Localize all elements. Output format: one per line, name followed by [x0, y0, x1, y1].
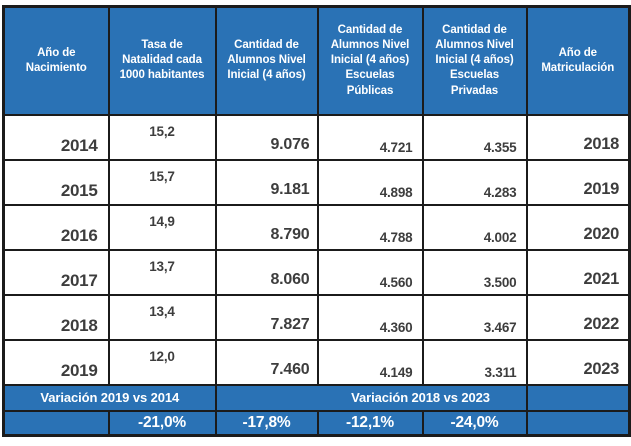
cell-students-total: 7.827 [214, 293, 319, 341]
table-header: Año de Nacimiento Tasa de Natalidad cada… [2, 5, 631, 116]
cell-students-total: 7.460 [214, 338, 319, 386]
variation-values-row: -21,0% -17,8% -12,1% -24,0% [2, 409, 631, 437]
cell-students-public: 4.788 [316, 203, 424, 251]
cell-enrollment-year: 2021 [525, 248, 631, 296]
variation-value-students-public: -12,1% [316, 409, 424, 437]
cell-birth-rate: 15,2 [107, 113, 217, 161]
table-row-2014: 2014 15,2 9.076 4.721 4.355 2018 [2, 113, 631, 161]
table-row-2019: 2019 12,0 7.460 4.149 3.311 2023 [2, 338, 631, 386]
col-header-students-public: Cantidad de Alumnos Nivel Inicial (4 año… [316, 5, 424, 116]
table-row-2016: 2016 14,9 8.790 4.788 4.002 2020 [2, 203, 631, 251]
cell-birth-year: 2018 [2, 293, 110, 341]
cell-birth-rate: 15,7 [107, 158, 217, 206]
cell-birth-year: 2016 [2, 203, 110, 251]
cell-students-total: 9.181 [214, 158, 319, 206]
variation-label-row: Variación 2019 vs 2014 Variación 2018 vs… [2, 383, 631, 412]
cell-students-total: 9.076 [214, 113, 319, 161]
variation-left-label: Variación 2019 vs 2014 [2, 383, 217, 412]
col-header-birth-rate: Tasa de Natalidad cada 1000 habitantes [107, 5, 217, 116]
cell-students-private: 3.467 [421, 293, 528, 341]
col-header-students-total: Cantidad de Alumnos Nivel Inicial (4 año… [214, 5, 319, 116]
cell-students-public: 4.898 [316, 158, 424, 206]
cell-birth-year: 2015 [2, 158, 110, 206]
variation-value-empty-left [2, 409, 110, 437]
cell-students-public: 4.721 [316, 113, 424, 161]
cell-students-private: 3.500 [421, 248, 528, 296]
col-header-birth-year: Año de Nacimiento [2, 5, 110, 116]
col-header-enrollment-year: Año de Matriculación [525, 5, 631, 116]
variation-value-empty-right [525, 409, 631, 437]
cell-birth-rate: 13,7 [107, 248, 217, 296]
cell-enrollment-year: 2018 [525, 113, 631, 161]
cell-birth-year: 2017 [2, 248, 110, 296]
cell-students-private: 4.283 [421, 158, 528, 206]
variation-label-empty [525, 383, 631, 412]
cell-enrollment-year: 2022 [525, 293, 631, 341]
cell-enrollment-year: 2020 [525, 203, 631, 251]
birth-rate-enrollment-table: Año de Nacimiento Tasa de Natalidad cada… [2, 5, 631, 437]
table-row-2015: 2015 15,7 9.181 4.898 4.283 2019 [2, 158, 631, 206]
variation-value-students-private: -24,0% [421, 409, 528, 437]
cell-students-total: 8.790 [214, 203, 319, 251]
table-row-2017: 2017 13,7 8.060 4.560 3.500 2021 [2, 248, 631, 296]
cell-students-public: 4.149 [316, 338, 424, 386]
cell-students-public: 4.360 [316, 293, 424, 341]
variation-value-birth-rate: -21,0% [107, 409, 217, 437]
table-row-2018: 2018 13,4 7.827 4.360 3.467 2022 [2, 293, 631, 341]
table-body: 2014 15,2 9.076 4.721 4.355 2018 2015 15… [2, 113, 631, 437]
cell-birth-rate: 14,9 [107, 203, 217, 251]
col-header-students-private: Cantidad de Alumnos Nivel Inicial (4 año… [421, 5, 528, 116]
variation-right-label: Variación 2018 vs 2023 [214, 383, 528, 412]
cell-students-public: 4.560 [316, 248, 424, 296]
cell-birth-rate: 12,0 [107, 338, 217, 386]
cell-enrollment-year: 2019 [525, 158, 631, 206]
cell-students-private: 3.311 [421, 338, 528, 386]
variation-value-students-total: -17,8% [214, 409, 319, 437]
cell-students-total: 8.060 [214, 248, 319, 296]
cell-students-private: 4.002 [421, 203, 528, 251]
cell-enrollment-year: 2023 [525, 338, 631, 386]
cell-birth-rate: 13,4 [107, 293, 217, 341]
cell-birth-year: 2014 [2, 113, 110, 161]
cell-birth-year: 2019 [2, 338, 110, 386]
cell-students-private: 4.355 [421, 113, 528, 161]
header-row: Año de Nacimiento Tasa de Natalidad cada… [2, 5, 631, 116]
